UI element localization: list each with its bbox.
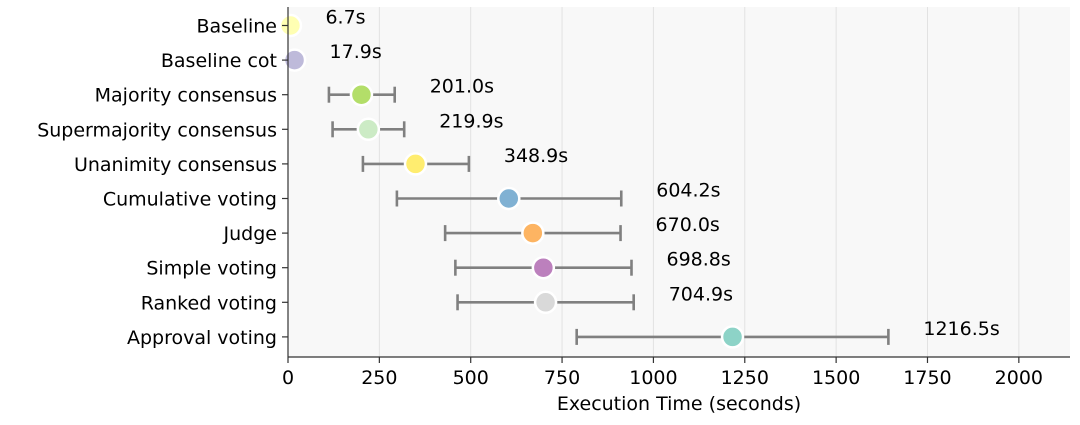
x-tick-label: 500 <box>453 367 489 389</box>
value-label: 201.0s <box>430 76 494 98</box>
x-tick-label: 1750 <box>903 367 951 389</box>
value-label: 670.0s <box>656 214 720 236</box>
data-point <box>278 13 303 38</box>
x-axis-title: Execution Time (seconds) <box>557 393 801 415</box>
x-tick-label: 750 <box>544 367 580 389</box>
category-labels: Baseline Baseline cot Majority consensus Su… <box>37 16 288 349</box>
value-label: 604.2s <box>656 180 720 202</box>
x-tick-label: 2000 <box>995 367 1043 389</box>
category-label: Ranked voting <box>141 292 277 314</box>
category-label: Judge <box>223 223 277 245</box>
category-label: Supermajority consensus <box>37 119 277 141</box>
x-axis-ticks: 0 250 500 750 1000 1250 1500 1750 2000 <box>282 357 1043 389</box>
data-point <box>356 117 381 142</box>
category-label: Baseline <box>196 16 277 38</box>
category-label: Approval voting <box>127 327 277 349</box>
grid-lines <box>378 7 1020 357</box>
value-label: 1216.5s <box>923 318 999 340</box>
data-point <box>531 255 556 280</box>
data-point <box>720 325 745 349</box>
category-label: Simple voting <box>146 258 277 280</box>
x-tick-label: 1250 <box>721 367 769 389</box>
value-label: 704.9s <box>669 283 733 305</box>
data-point <box>403 152 428 176</box>
category-label: Baseline cot <box>161 50 277 72</box>
x-tick-label: 1000 <box>629 367 677 389</box>
value-label: 6.7s <box>325 7 365 29</box>
data-points <box>278 13 745 349</box>
value-label: 348.9s <box>504 145 568 167</box>
data-point <box>497 186 521 211</box>
x-tick-label: 250 <box>361 367 397 389</box>
value-label: 698.8s <box>666 249 730 271</box>
value-label: 17.9s <box>330 41 382 63</box>
data-point <box>533 290 558 315</box>
plot-area <box>288 7 1070 357</box>
value-label: 219.9s <box>439 110 503 132</box>
category-label: Cumulative voting <box>103 189 277 211</box>
x-tick-label: 1500 <box>812 367 860 389</box>
x-tick-label: 0 <box>282 367 294 389</box>
data-point <box>521 221 545 245</box>
data-point <box>349 82 374 107</box>
category-label: Unanimity consensus <box>74 154 277 176</box>
category-label: Majority consensus <box>95 85 277 107</box>
